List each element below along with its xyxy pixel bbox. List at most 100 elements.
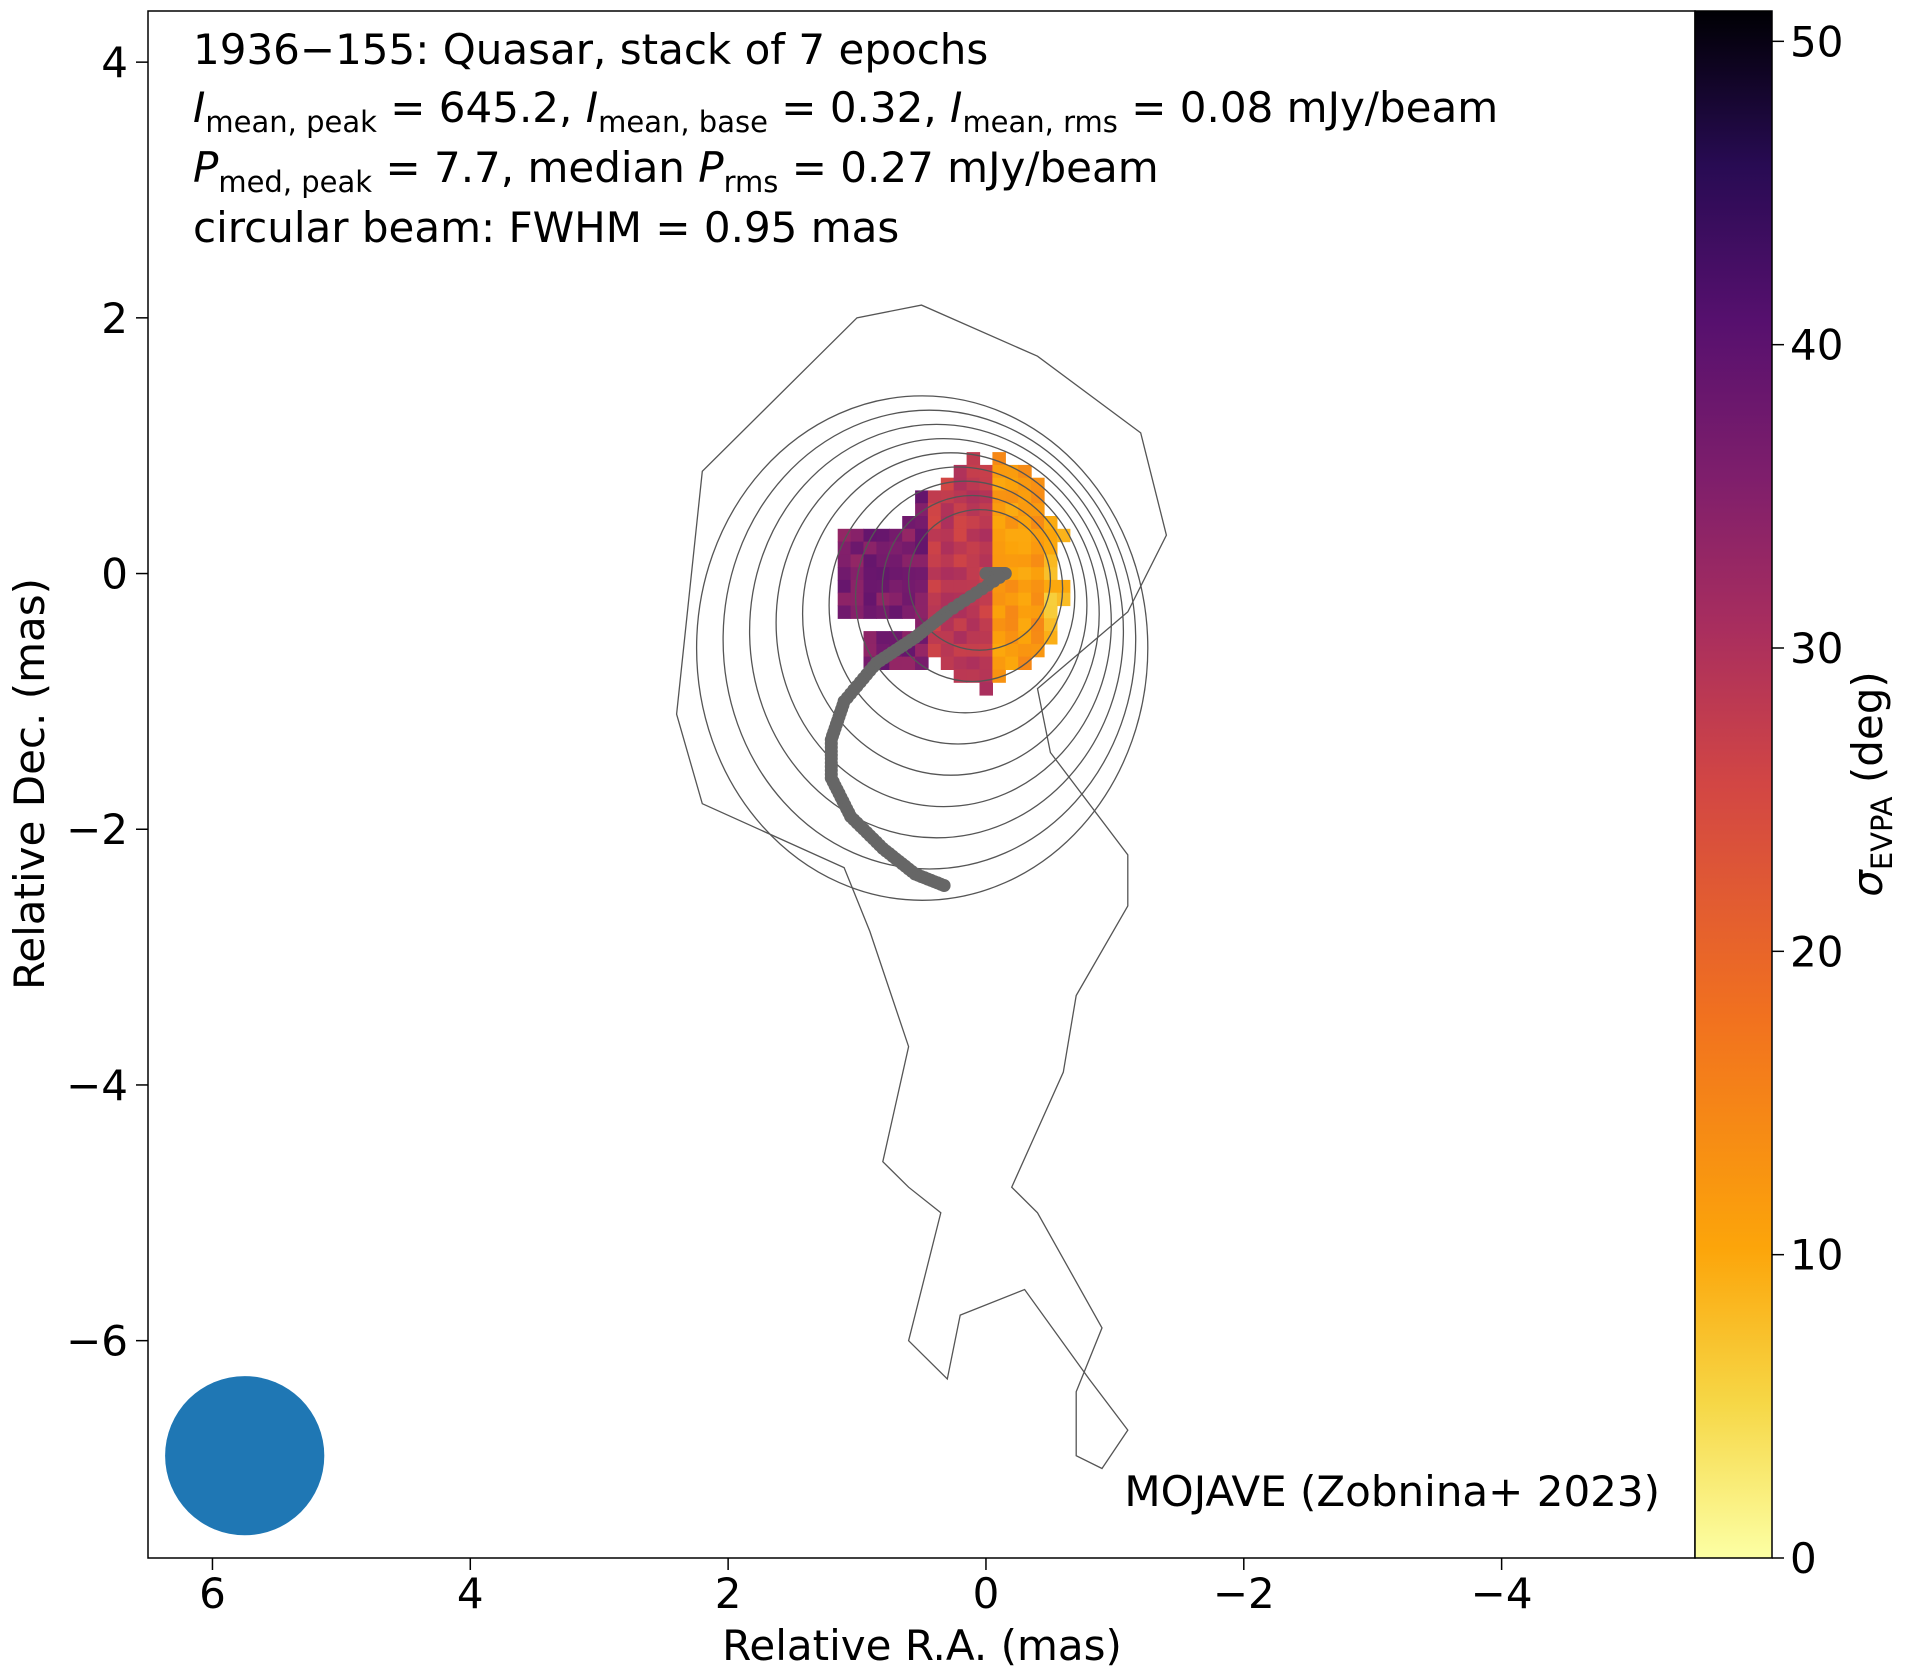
heatmap-pixel <box>889 528 903 543</box>
p-rms-label: P <box>698 143 724 192</box>
heatmap-pixel <box>915 567 929 581</box>
heatmap-pixel <box>1005 541 1019 555</box>
heatmap-pixel <box>927 490 942 504</box>
heatmap-pixel <box>953 554 968 568</box>
intensity-contour <box>722 409 1137 870</box>
y-tick-label: 4 <box>101 38 128 87</box>
heatmap-pixel <box>966 528 981 543</box>
heatmap-pixel <box>953 541 968 555</box>
colorbar-label-sub: EVPA <box>1865 796 1899 870</box>
heatmap-pixel <box>953 528 968 543</box>
heatmap-pixel <box>953 618 968 632</box>
heatmap-pixel <box>940 528 955 543</box>
heatmap-pixel <box>889 567 903 581</box>
i-peak-label: I <box>193 83 205 132</box>
heatmap-pixel <box>837 541 852 555</box>
y-tick-label: −6 <box>66 1317 128 1366</box>
heatmap-pixel <box>953 477 968 492</box>
y-tick-label: 2 <box>101 294 128 343</box>
heatmap-pixel <box>966 554 981 568</box>
heatmap-pixel <box>876 579 890 594</box>
heatmap-pixel <box>915 579 929 594</box>
p-peak-sub: med, peak <box>218 165 372 199</box>
y-axis-ticks: 4 2 0 −2 −4 −6 <box>66 38 148 1366</box>
heatmap-pixel <box>1031 567 1045 581</box>
x-axis-label: Relative R.A. (mas) <box>722 1621 1122 1670</box>
heatmap-pixel <box>1031 528 1045 543</box>
i-base-value: = 0.32, <box>768 83 950 132</box>
heatmap-pixel <box>1005 643 1019 658</box>
heatmap-pixel <box>940 541 955 555</box>
heatmap-pixel <box>1018 605 1032 619</box>
heatmap-pixel <box>915 541 929 555</box>
heatmap-pixel <box>1018 528 1032 543</box>
heatmap-pixel <box>915 605 929 619</box>
heatmap-pixel <box>979 618 993 632</box>
p-rms-value: = 0.27 mJy/beam <box>778 143 1158 192</box>
heatmap-pixel <box>1005 516 1019 530</box>
heatmap-pixel <box>850 554 865 568</box>
heatmap-pixel <box>915 643 929 658</box>
heatmap-pixel <box>850 528 865 543</box>
heatmap-pixel <box>1044 516 1058 530</box>
heatmap-pixel <box>992 605 1006 619</box>
heatmap-pixel <box>979 516 993 530</box>
heatmap-pixel <box>979 528 993 543</box>
heatmap-pixel <box>992 656 1006 670</box>
heatmap-pixel <box>927 567 942 581</box>
credit-label: MOJAVE (Zobnina+ 2023) <box>1124 1467 1660 1516</box>
heatmap-pixel <box>979 592 993 607</box>
intensity-contour <box>775 437 1112 808</box>
heatmap-pixel <box>1018 490 1032 504</box>
heatmap-pixel <box>863 631 877 645</box>
heatmap-pixel <box>1018 516 1032 530</box>
heatmap-pixel <box>979 656 993 670</box>
heatmap-pixel <box>992 452 1006 466</box>
heatmap-pixel <box>927 528 942 543</box>
heatmap-pixel <box>927 516 942 530</box>
heatmap-pixel <box>953 631 968 645</box>
evpa-sigma-heatmap <box>837 452 1071 696</box>
heatmap-pixel <box>876 541 890 555</box>
heatmap-pixel <box>863 592 877 607</box>
heatmap-pixel <box>837 567 852 581</box>
colorbar-frame <box>1694 10 1773 1559</box>
heatmap-pixel <box>902 592 916 607</box>
y-tick-label: 0 <box>101 550 128 599</box>
heatmap-pixel <box>1018 592 1032 607</box>
heatmap-pixel <box>979 682 993 696</box>
heatmap-pixel <box>1018 503 1032 517</box>
colorbar-label-symbol: σ <box>1843 869 1892 897</box>
heatmap-pixel <box>940 643 955 658</box>
heatmap-pixel <box>940 477 955 492</box>
heatmap-pixel <box>966 477 981 492</box>
colorbar-tick-label: 30 <box>1790 624 1843 673</box>
colorbar-label: σEVPA (deg) <box>1843 671 1899 897</box>
heatmap-pixel <box>1018 631 1032 645</box>
x-tick-label: −4 <box>1471 1569 1533 1618</box>
heatmap-pixel <box>953 516 968 530</box>
heatmap-pixel <box>979 554 993 568</box>
i-rms-value: = 0.08 mJy/beam <box>1118 83 1498 132</box>
annotation-polarization: Pmed, peak = 7.7, median Prms = 0.27 mJy… <box>193 143 1159 199</box>
heatmap-pixel <box>915 490 929 504</box>
heatmap-pixel <box>1044 528 1058 543</box>
heatmap-pixel <box>966 567 981 581</box>
heatmap-pixel <box>1005 605 1019 619</box>
colorbar-tick-label: 20 <box>1790 927 1843 976</box>
heatmap-pixel <box>979 464 993 479</box>
heatmap-pixel <box>992 516 1006 530</box>
intensity-contour-outer <box>675 304 1168 1470</box>
heatmap-pixel <box>992 618 1006 632</box>
heatmap-pixel <box>953 567 968 581</box>
heatmap-pixel <box>902 605 916 619</box>
heatmap-pixel <box>1018 477 1032 492</box>
heatmap-pixel <box>1044 605 1058 619</box>
intensity-contour <box>801 452 1100 776</box>
x-tick-label: 4 <box>457 1569 484 1618</box>
ridge-line <box>824 567 1012 892</box>
heatmap-pixel <box>902 541 916 555</box>
x-tick-label: 0 <box>973 1569 1000 1618</box>
heatmap-pixel <box>966 618 981 632</box>
heatmap-pixel <box>876 631 890 645</box>
